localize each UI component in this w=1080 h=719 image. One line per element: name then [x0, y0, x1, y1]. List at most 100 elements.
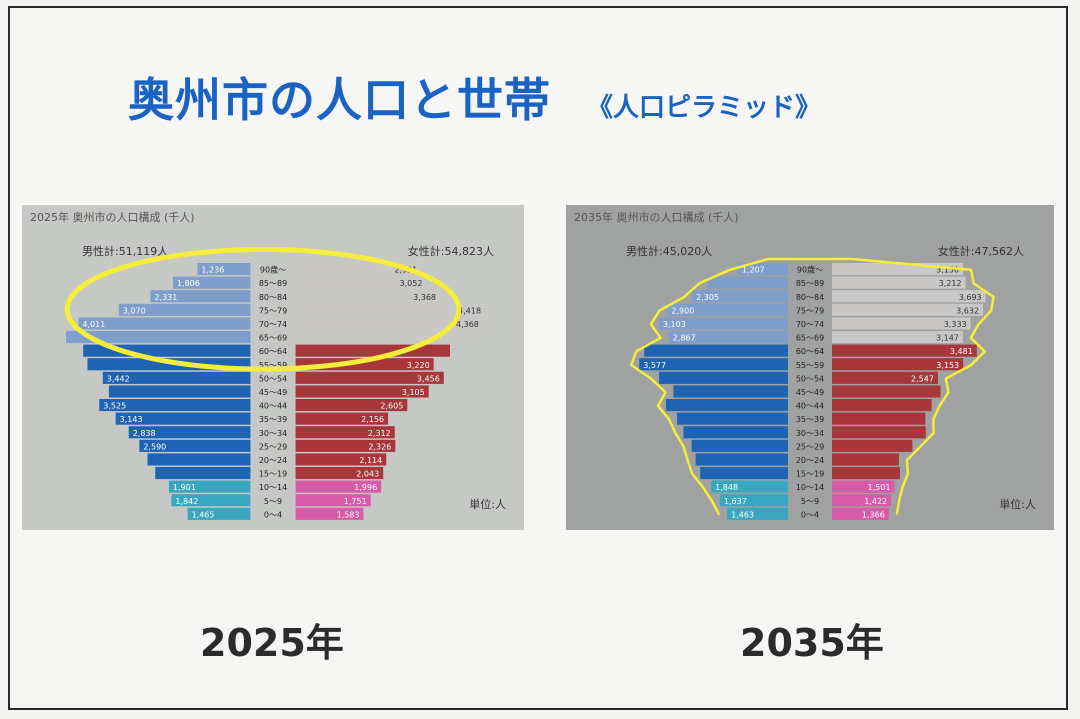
pyramid-svg-2025: 2025年 奥州市の人口構成 (千人) 男性計:51,119人 女性計:54,823…	[30, 210, 506, 520]
male-bar	[99, 399, 251, 412]
pyramid-svg-2035: 2035年 奥州市の人口構成 (千人) 男性計:45,020人 女性計:47,562…	[574, 210, 1036, 520]
female-total-label: 女性計:47,562人	[938, 244, 1024, 258]
female-bar	[295, 467, 384, 480]
age-tick-label: 65～69	[259, 334, 287, 343]
female-bar	[295, 303, 486, 316]
male-bar	[172, 276, 251, 289]
male-value-label: 2,900	[671, 306, 694, 315]
male-value-label: 1,207	[742, 266, 765, 275]
female-bar	[831, 467, 900, 480]
male-bar	[66, 331, 251, 344]
female-value-label: 3,052	[400, 279, 423, 288]
male-value-label: 2,331	[154, 293, 177, 302]
male-total-label: 男性計:45,020人	[626, 244, 712, 258]
male-bar	[707, 276, 789, 289]
female-bar	[831, 331, 963, 344]
age-tick-label: 30～34	[796, 429, 824, 438]
male-bar	[673, 385, 789, 398]
age-tick-label: 20～24	[796, 456, 824, 465]
female-bar	[295, 439, 396, 452]
male-value-label: 2,305	[696, 293, 719, 302]
age-tick-label: 50～54	[796, 374, 824, 383]
male-bar	[692, 290, 789, 303]
pyramid-chart-2025: 2025年 奥州市の人口構成 (千人) 男性計:51,119人 女性計:54,823…	[22, 205, 524, 530]
age-tick-label: 80～84	[259, 293, 287, 302]
male-bar	[78, 317, 251, 330]
male-value-label: 1,637	[724, 497, 747, 506]
female-bar	[831, 276, 966, 289]
male-value-label: 1,236	[201, 266, 224, 275]
female-value-label: 1,422	[864, 497, 887, 506]
age-tick-label: 25～29	[259, 442, 287, 451]
age-tick-label: 0～4	[801, 510, 819, 519]
female-bar	[295, 412, 389, 425]
male-value-label: 1,901	[173, 483, 196, 492]
female-value-label: 2,326	[368, 442, 391, 451]
age-tick-label: 75～79	[259, 306, 287, 315]
male-bar	[677, 412, 789, 425]
male-bar	[659, 371, 789, 384]
male-bar	[727, 507, 789, 520]
female-value-label: 1,996	[354, 483, 377, 492]
female-value-label: 1,583	[337, 510, 360, 519]
male-bar	[128, 426, 251, 439]
female-bar	[295, 371, 444, 384]
male-value-label: 3,577	[643, 361, 666, 370]
male-bar	[108, 385, 251, 398]
female-value-label: 3,105	[402, 388, 425, 397]
male-bar	[115, 412, 251, 425]
age-tick-label: 60～64	[259, 347, 287, 356]
female-value-label: 2,114	[359, 456, 382, 465]
male-value-label: 3,143	[120, 415, 143, 424]
age-tick-label: 90歳～	[797, 265, 823, 275]
male-bar	[668, 331, 789, 344]
female-value-label: 3,368	[413, 293, 436, 302]
female-bar	[831, 317, 971, 330]
male-value-label: 2,838	[133, 429, 156, 438]
female-value-label: 3,212	[939, 279, 962, 288]
male-value-label: 4,011	[82, 320, 105, 329]
female-bar	[295, 276, 427, 289]
female-value-label: 4,368	[456, 320, 479, 329]
male-bar	[118, 303, 251, 316]
female-bar	[295, 453, 387, 466]
female-value-label: 2,547	[911, 374, 934, 383]
male-value-label: 2,590	[143, 442, 166, 451]
male-value-label: 1,463	[731, 510, 754, 519]
female-bar	[295, 507, 364, 520]
page-title: 奥州市の人口と世帯	[128, 73, 551, 127]
age-tick-label: 20～24	[259, 456, 287, 465]
male-bar	[150, 290, 251, 303]
age-tick-label: 70～74	[796, 320, 824, 329]
age-tick-label: 5～9	[264, 497, 282, 506]
female-value-label: 4,418	[458, 306, 481, 315]
highlight-outline	[629, 257, 995, 516]
female-value-label: 2,156	[361, 415, 384, 424]
male-value-label: 3,442	[107, 374, 130, 383]
female-bar	[295, 399, 408, 412]
female-bar	[831, 494, 892, 507]
title-row: 奥州市の人口と世帯 《人口ピラミッド》	[128, 64, 821, 130]
female-bar	[831, 385, 941, 398]
age-tick-label: 15～19	[259, 470, 287, 479]
age-tick-label: 85～89	[796, 279, 824, 288]
female-bar	[295, 494, 371, 507]
female-value-label: 2,312	[368, 429, 391, 438]
female-value-label: 3,632	[956, 306, 979, 315]
unit-label: 単位:人	[999, 497, 1036, 511]
page-subtitle: 《人口ピラミッド》	[587, 93, 822, 123]
female-bar	[831, 480, 895, 493]
female-bar	[831, 344, 977, 357]
highlight-ellipse	[64, 246, 462, 372]
female-value-label: 3,333	[944, 320, 967, 329]
age-tick-label: 35～39	[259, 415, 287, 424]
age-tick-label: 50～54	[259, 374, 287, 383]
male-bar	[695, 453, 789, 466]
age-tick-label: 55～59	[796, 361, 824, 370]
female-bar	[295, 480, 382, 493]
year-label-2025: 2025年	[200, 621, 344, 665]
female-bar	[295, 331, 480, 344]
male-value-label: 3,070	[123, 306, 146, 315]
female-bar	[295, 385, 429, 398]
male-bar	[168, 480, 251, 493]
